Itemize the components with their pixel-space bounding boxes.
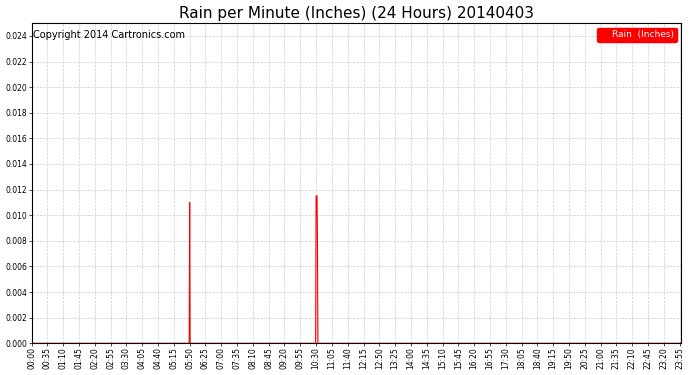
Legend: Rain  (Inches): Rain (Inches) — [597, 28, 677, 42]
Text: Copyright 2014 Cartronics.com: Copyright 2014 Cartronics.com — [33, 30, 185, 39]
Title: Rain per Minute (Inches) (24 Hours) 20140403: Rain per Minute (Inches) (24 Hours) 2014… — [179, 6, 534, 21]
